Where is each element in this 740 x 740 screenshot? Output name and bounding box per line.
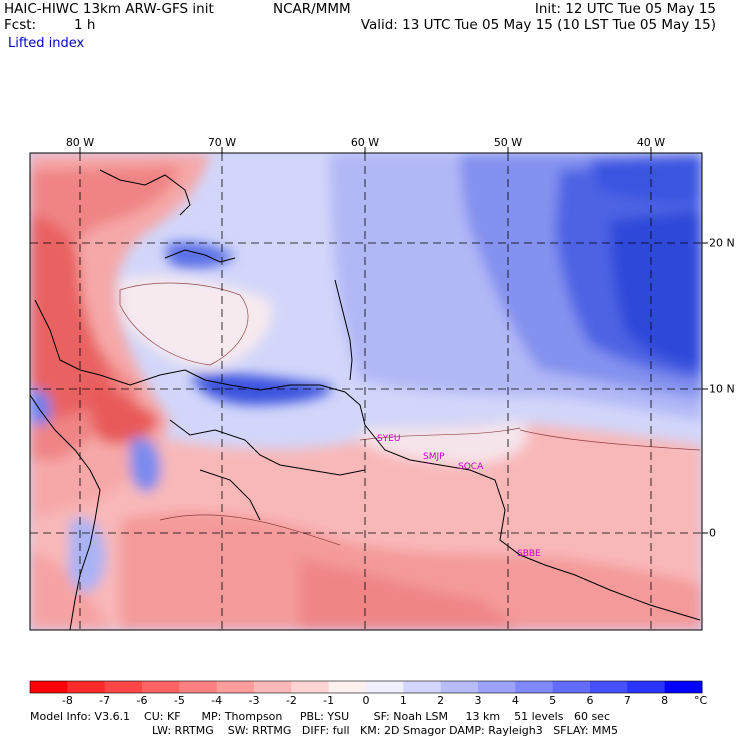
lon-label: 70 W (207, 136, 237, 149)
colorbar-border (29, 680, 703, 694)
colorbar-swatch (627, 681, 666, 693)
colorbar-tick-label: -8 (61, 694, 73, 707)
variable-label: Lifted index (8, 36, 85, 51)
colorbar-swatch (590, 681, 628, 693)
colorbar-swatch (664, 681, 703, 693)
colorbar-swatch (179, 681, 218, 693)
colorbar-tick-label: 4 (511, 694, 519, 707)
colorbar-swatch (403, 681, 442, 693)
colorbar-tick-label: 2 (437, 694, 445, 707)
colorbar-swatch (216, 681, 255, 693)
colorbar-swatch (67, 681, 106, 693)
fcst-value: 1 h (74, 17, 96, 33)
colorbar-tick-label: -5 (173, 694, 185, 707)
colorbar-unit: °C (694, 694, 708, 707)
valid-time: Valid: 13 UTC Tue 05 May 15 (10 LST Tue … (360, 17, 716, 33)
colorbar-tick-label: -3 (248, 694, 260, 707)
map-frame (29, 152, 703, 631)
colorbar-swatch (478, 681, 516, 693)
lon-label: 80 W (65, 136, 95, 149)
colorbar-swatch (104, 681, 143, 693)
colorbar-swatch (440, 681, 479, 693)
colorbar-tick-label: 3 (474, 694, 482, 707)
coastlines (30, 169, 701, 630)
lon-label: 40 W (636, 136, 666, 149)
station-label: SBBE (517, 549, 541, 559)
colorbar-swatch (366, 681, 404, 693)
station-label: SMJP (423, 452, 445, 462)
colorbar-tick-label: 8 (661, 694, 669, 707)
colorbar-tick-label: 0 (362, 694, 370, 707)
lat-label: 20 N (709, 236, 735, 250)
colorbar-swatch (291, 681, 330, 693)
colorbar-tick-label: 5 (549, 694, 557, 707)
colorbar-swatch (328, 681, 367, 693)
model-title: HAIC-HIWC 13km ARW-GFS init (4, 1, 214, 17)
colorbar-tick-label: 1 (399, 694, 407, 707)
lat-label: 0 (709, 526, 716, 540)
colorbar (29, 680, 703, 694)
colorbar-swatch (142, 681, 180, 693)
model-info-line2: LW: RRTMG SW: RRTMG DIFF: full KM: 2D Sm… (152, 724, 618, 737)
colorbar-tick-label: -7 (99, 694, 111, 707)
colorbar-tick-label: -1 (323, 694, 335, 707)
axis-ticks (79, 147, 708, 534)
colorbar-tick-label: -6 (136, 694, 148, 707)
lat-label: 10 N (709, 382, 735, 396)
colorbar-swatch (30, 681, 68, 693)
center-label: NCAR/MMM (273, 1, 351, 17)
colorbar-swatch (254, 681, 292, 693)
lon-label: 60 W (350, 136, 380, 149)
colorbar-tick-label: 7 (623, 694, 631, 707)
fcst-label: Fcst: (4, 17, 37, 33)
contours (119, 282, 701, 546)
lifted-index-field: SYEU SMJP SOCA SBBE (30, 153, 702, 630)
colorbar-tick-label: -4 (211, 694, 223, 707)
station-label: SOCA (458, 462, 484, 472)
lon-label: 50 W (493, 136, 523, 149)
init-time: Init: 12 UTC Tue 05 May 15 (534, 1, 716, 17)
station-label: SYEU (377, 434, 400, 444)
colorbar-swatch (515, 681, 554, 693)
lat-lon-grid (30, 153, 702, 630)
colorbar-swatch (552, 681, 591, 693)
colorbar-tick-label: -2 (285, 694, 297, 707)
model-info-line1: Model Info: V3.6.1 CU: KF MP: Thompson P… (30, 710, 610, 723)
colorbar-tick-label: 6 (586, 694, 594, 707)
